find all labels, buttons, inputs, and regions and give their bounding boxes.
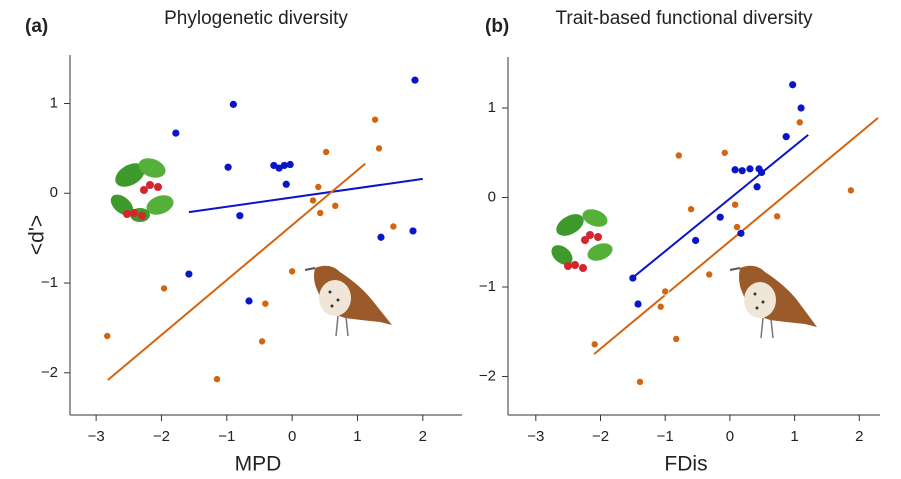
x-tick-label: 2 — [855, 428, 863, 445]
y-tick-label: 0 — [488, 188, 496, 205]
data-point — [746, 165, 754, 173]
x-tick-label: −3 — [527, 428, 544, 445]
data-point — [316, 209, 325, 218]
panel-label: (a) — [25, 16, 48, 37]
y-tick-label: −1 — [41, 274, 58, 291]
data-point — [782, 133, 790, 141]
hawthorn-illustration — [551, 209, 613, 272]
data-point — [375, 144, 384, 153]
x-tick-label: 0 — [726, 428, 734, 445]
x-tick-label: 2 — [419, 428, 427, 445]
y-tick-label: 0 — [50, 184, 58, 201]
data-point — [245, 297, 253, 305]
data-point — [371, 115, 380, 124]
y-tick-label: 1 — [50, 94, 58, 111]
data-point — [737, 229, 745, 237]
data-point — [309, 196, 318, 205]
data-point — [103, 331, 112, 340]
chart-title: Trait-based functional diversity — [556, 8, 813, 29]
data-point — [286, 160, 294, 169]
data-point — [590, 340, 599, 349]
fit-line — [107, 162, 366, 381]
data-point — [758, 168, 766, 177]
data-point — [674, 151, 683, 160]
x-axis-label: FDis — [664, 453, 707, 476]
fit-line — [593, 117, 879, 355]
data-point — [629, 274, 637, 282]
y-axis-label: <d'> — [26, 215, 49, 255]
y-tick-label: −2 — [479, 367, 496, 384]
data-point — [795, 118, 804, 127]
data-point — [672, 334, 681, 343]
thrush-illustration — [729, 265, 817, 339]
data-point — [846, 186, 855, 195]
fit-line — [631, 134, 809, 279]
data-point — [160, 284, 169, 293]
data-point — [322, 147, 331, 156]
x-tick-label: −3 — [88, 428, 105, 445]
data-point — [635, 377, 644, 386]
data-point — [692, 236, 700, 245]
data-point — [731, 200, 740, 209]
data-point — [687, 205, 696, 214]
data-point — [224, 163, 232, 171]
data-point — [229, 100, 237, 108]
y-tick-label: −1 — [479, 278, 496, 295]
data-point — [288, 267, 297, 276]
y-tick-label: −2 — [41, 364, 58, 381]
hawthorn-illustration — [110, 158, 174, 222]
y-tick-label: 1 — [488, 99, 496, 116]
chart-title: Phylogenetic diversity — [164, 8, 348, 29]
data-point — [634, 300, 642, 308]
data-point — [797, 104, 805, 112]
data-point — [389, 222, 398, 231]
data-point — [172, 129, 180, 137]
x-tick-label: 1 — [353, 428, 361, 445]
data-point — [705, 270, 714, 279]
data-point — [773, 212, 782, 221]
data-point — [212, 375, 221, 384]
data-point — [661, 287, 670, 296]
data-point — [314, 182, 323, 191]
data-point — [282, 180, 290, 188]
x-axis-label: MPD — [235, 453, 282, 476]
x-tick-label: −1 — [657, 428, 674, 445]
x-tick-label: −2 — [153, 428, 170, 445]
fit-line — [188, 177, 423, 214]
data-point — [789, 81, 797, 89]
data-point — [731, 166, 739, 174]
x-tick-label: −1 — [218, 428, 235, 445]
x-tick-label: −2 — [592, 428, 609, 445]
data-point — [738, 167, 746, 175]
data-point — [258, 337, 267, 346]
data-point — [716, 213, 724, 221]
data-point — [411, 76, 419, 84]
data-point — [236, 212, 244, 220]
data-point — [720, 148, 729, 157]
thrush-illustration — [304, 265, 392, 337]
data-point — [280, 161, 288, 170]
panel-label: (b) — [485, 16, 509, 37]
data-point — [377, 233, 385, 241]
data-point — [185, 270, 193, 278]
data-point — [331, 201, 340, 210]
data-point — [261, 299, 270, 308]
data-point — [409, 227, 417, 235]
data-point — [753, 183, 761, 191]
data-point — [733, 223, 742, 232]
x-tick-label: 1 — [790, 428, 798, 445]
data-point — [656, 302, 665, 311]
x-tick-label: 0 — [288, 428, 296, 445]
